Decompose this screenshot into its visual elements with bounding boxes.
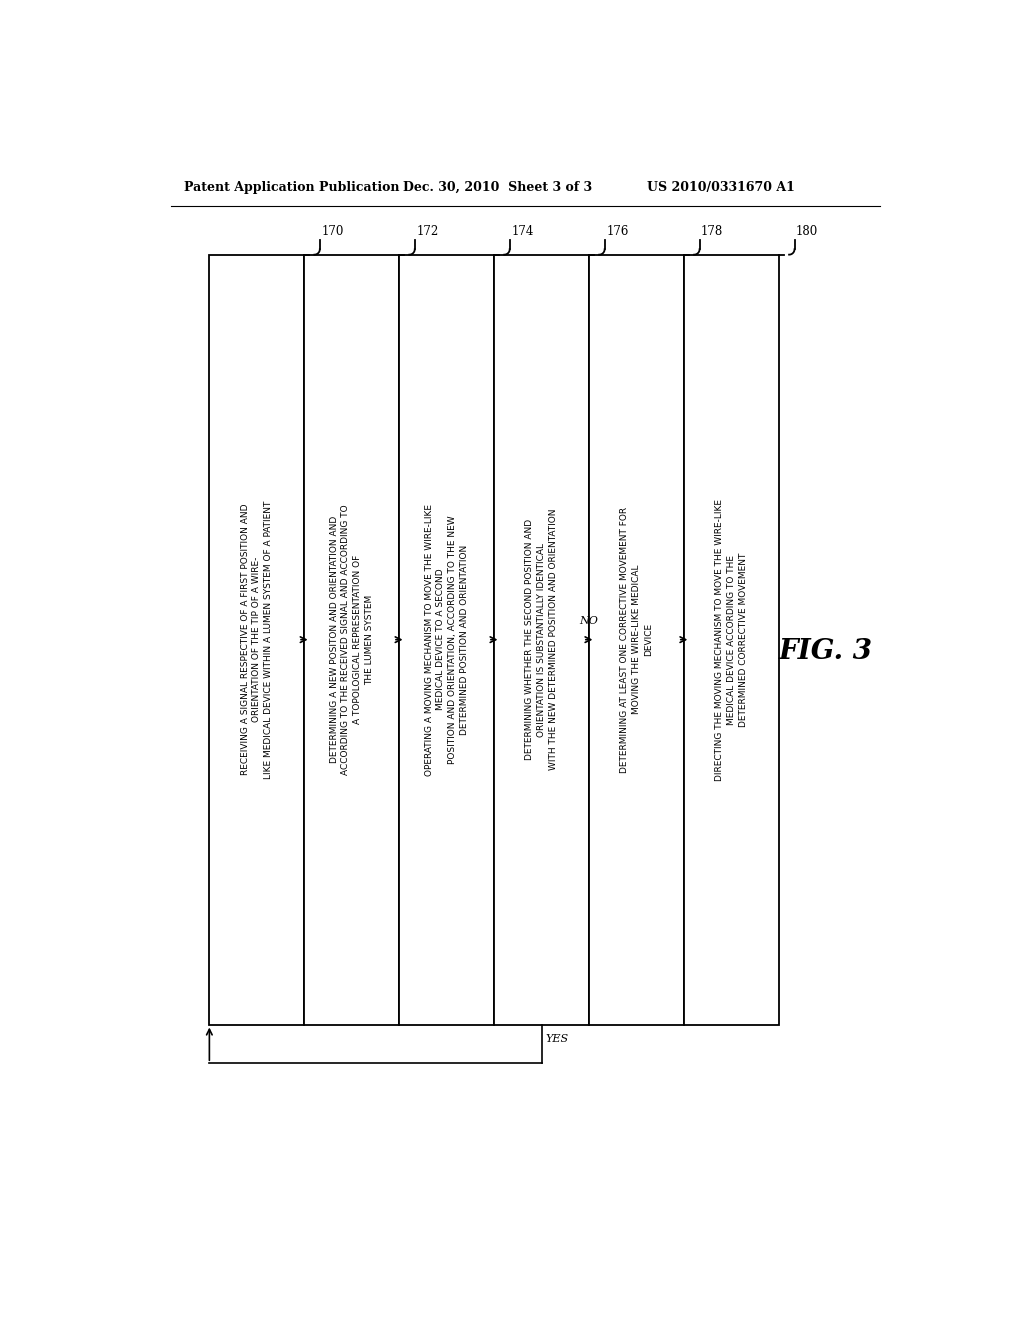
Text: US 2010/0331670 A1: US 2010/0331670 A1	[647, 181, 795, 194]
Bar	[589, 255, 684, 1024]
Text: DIRECTING THE MOVING MECHANISM TO MOVE THE WIRE-LIKE
MEDICAL DEVICE ACCORDING TO: DIRECTING THE MOVING MECHANISM TO MOVE T…	[715, 499, 748, 780]
Bar	[304, 255, 399, 1024]
Text: DETERMINING AT LEAST ONE CORRECTIVE MOVEMENT FOR
MOVING THE WIRE-LIKE MEDICAL
DE: DETERMINING AT LEAST ONE CORRECTIVE MOVE…	[621, 507, 653, 772]
Text: NO: NO	[580, 616, 599, 626]
Text: OPERATING A MOVING MECHANISM TO MOVE THE WIRE-LIKE
MEDICAL DEVICE TO A SECOND
PO: OPERATING A MOVING MECHANISM TO MOVE THE…	[425, 504, 469, 776]
Text: DETERMINING A NEW POSITON AND ORIENTATION AND
ACCORDING TO THE RECEIVED SIGNAL A: DETERMINING A NEW POSITON AND ORIENTATIO…	[330, 504, 374, 775]
Text: DETERMINING WHETHER THE SECOND POSITION AND
ORIENTATION IS SUBSTANTIALLY IDENTIC: DETERMINING WHETHER THE SECOND POSITION …	[525, 510, 558, 771]
Text: FIG. 3: FIG. 3	[778, 638, 872, 665]
Bar	[684, 255, 779, 1024]
Text: 174: 174	[511, 226, 534, 239]
Text: 180: 180	[796, 226, 818, 239]
Text: Dec. 30, 2010  Sheet 3 of 3: Dec. 30, 2010 Sheet 3 of 3	[403, 181, 592, 194]
Text: YES: YES	[546, 1034, 568, 1044]
Text: 178: 178	[701, 226, 723, 239]
Text: Patent Application Publication: Patent Application Publication	[183, 181, 399, 194]
Text: 172: 172	[417, 226, 438, 239]
Text: RECEIVING A SIGNAL RESPECTIVE OF A FIRST POSITION AND
ORIENTATION OF THE TIP OF : RECEIVING A SIGNAL RESPECTIVE OF A FIRST…	[241, 500, 273, 779]
Bar	[399, 255, 495, 1024]
Bar	[495, 255, 589, 1024]
Text: 176: 176	[606, 226, 629, 239]
Text: 170: 170	[322, 226, 344, 239]
Bar	[209, 255, 304, 1024]
